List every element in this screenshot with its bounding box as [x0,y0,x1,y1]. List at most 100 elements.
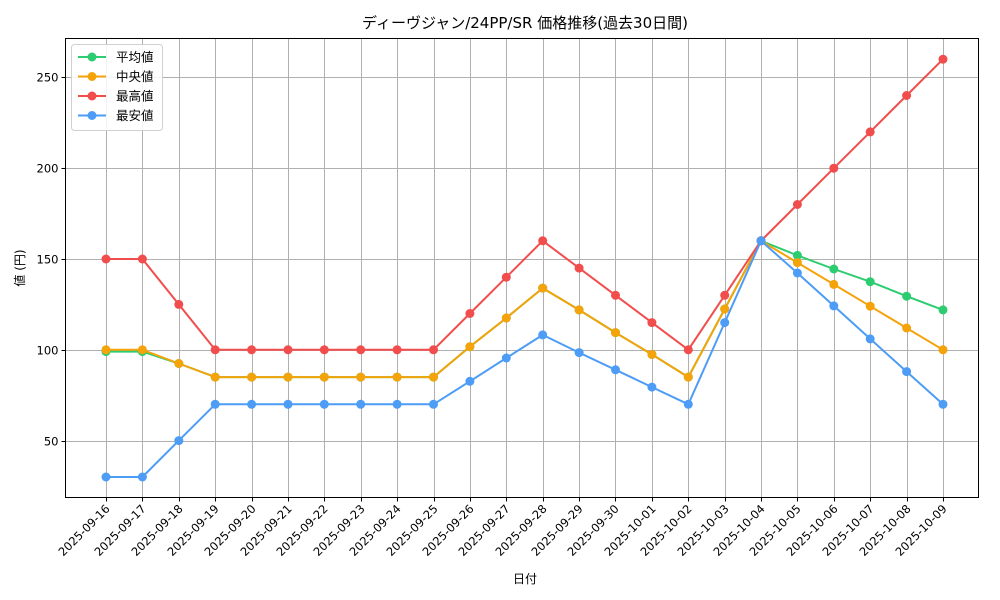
data-point [647,318,657,328]
data-point [501,272,511,282]
data-point [574,263,584,273]
legend-label: 最安値 [116,108,154,123]
data-point [792,250,802,260]
data-point [429,399,438,409]
data-point [392,345,402,355]
data-point [356,372,366,382]
data-point [319,345,329,355]
legend-label: 平均値 [116,50,154,65]
data-point [174,436,184,446]
data-point [902,323,912,333]
data-point [792,268,802,278]
data-point [101,472,111,482]
data-point [429,372,438,382]
data-point [538,283,548,293]
legend-label: 中央値 [116,69,154,84]
legend-marker [87,91,97,101]
data-point [647,349,657,359]
data-point [683,345,693,355]
data-point [829,264,839,274]
data-point [247,399,257,409]
data-point [501,313,511,323]
data-point [865,334,875,344]
y-axis: 50 100 150 200 250 [37,71,66,449]
legend-marker [87,72,97,81]
data-point [283,372,293,382]
data-point [938,54,948,64]
data-point [902,291,912,301]
series-line [106,239,944,478]
data-point [429,345,438,355]
y-tick-label: 250 [37,71,59,85]
data-point [465,342,475,352]
series-2 [101,54,948,355]
data-point [574,348,584,358]
series-3 [101,236,948,482]
x-axis-label: 日付 [513,572,537,586]
data-point [865,301,875,311]
series-lines [101,54,948,482]
data-point [865,277,875,287]
series-1 [101,236,948,382]
data-point [283,399,293,409]
data-point [392,399,402,409]
data-point [210,372,220,382]
data-point [538,330,548,340]
data-point [538,236,548,246]
data-point [829,301,839,311]
legend-label: 最高値 [116,89,154,104]
data-point [465,376,475,386]
data-point [829,279,839,289]
data-point [392,372,402,382]
data-point [756,236,766,246]
data-point [465,309,475,318]
y-tick-label: 150 [37,253,59,267]
data-point [720,290,730,300]
data-point [319,399,329,409]
data-point [247,372,257,382]
series-line [106,239,944,379]
data-point [611,365,620,375]
data-point [938,305,948,315]
data-point [720,304,730,314]
data-point [902,91,912,100]
y-tick-label: 200 [37,162,59,176]
data-point [101,345,111,355]
data-point [174,359,184,368]
data-point [137,345,147,355]
legend-box [71,44,163,131]
y-tick-label: 100 [37,344,59,358]
data-point [902,367,912,377]
chart-title: ディーヴジャン/24PP/SR 価格推移(過去30日間) [362,14,688,32]
data-point [174,299,184,309]
data-point [683,399,693,409]
data-point [101,254,111,264]
data-point [210,399,220,409]
data-point [501,353,511,363]
x-axis: 2025-09-162025-09-172025-09-182025-09-19… [55,497,950,559]
data-point [574,305,584,315]
data-point [720,318,730,328]
data-point [792,200,802,209]
data-point [137,472,147,482]
data-point [611,328,620,338]
data-point [792,258,802,268]
data-point [137,254,147,264]
data-point [210,345,220,355]
data-point [829,163,839,173]
data-point [319,372,329,382]
plot-frame [65,38,979,498]
legend-marker [87,111,97,120]
series-line [106,239,944,379]
data-point [938,399,948,409]
data-point [683,372,693,382]
data-point [647,382,657,392]
legend-marker [87,52,97,62]
series-line [106,58,944,351]
data-point [356,399,366,409]
y-axis-label: 値 (円) [12,249,27,286]
data-point [865,127,875,137]
grid-lines [65,38,979,498]
